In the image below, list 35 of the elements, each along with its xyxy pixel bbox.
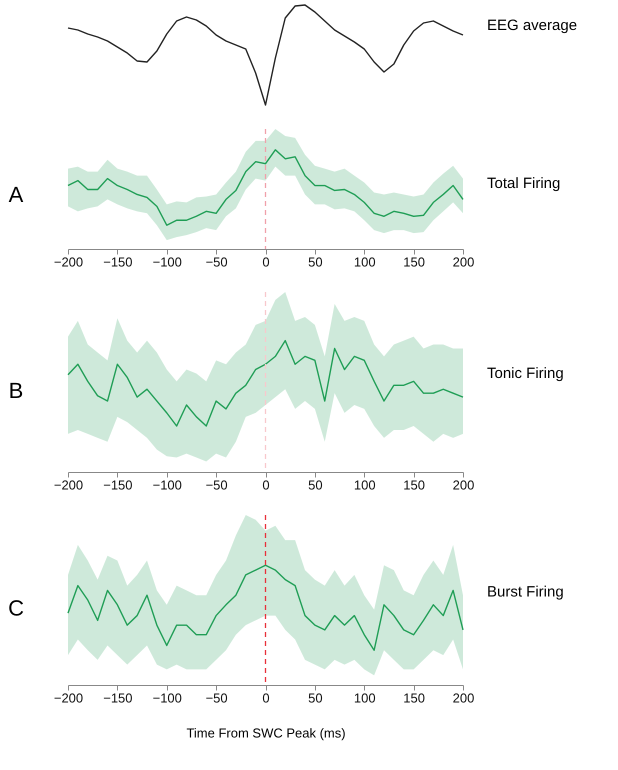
x-tick-label: 150 <box>403 690 425 706</box>
x-tick-label: −150 <box>103 690 133 706</box>
x-tick-label: 0 <box>262 478 270 492</box>
x-tick-label: 100 <box>354 690 376 706</box>
text: C <box>8 596 24 620</box>
text: B <box>8 378 24 403</box>
text: Total Firing <box>487 175 560 192</box>
text: EEG average <box>487 17 578 34</box>
x-tick-label: −150 <box>103 478 133 492</box>
x-tick-label: 150 <box>403 478 425 492</box>
x-tick-label: 200 <box>452 690 474 706</box>
text: A <box>8 182 24 207</box>
x-tick-label: −100 <box>152 478 182 492</box>
x-tick-label: −50 <box>206 254 228 270</box>
x-tick-label: −50 <box>206 478 228 492</box>
x-tick-label: 0 <box>262 690 270 706</box>
x-tick-label: 50 <box>308 254 323 270</box>
x-tick-label: 200 <box>452 254 474 270</box>
text: Burst Firing <box>487 584 564 600</box>
x-tick-label: 150 <box>403 254 425 270</box>
x-tick-label: 50 <box>308 690 323 706</box>
x-tick-label: 0 <box>262 254 270 270</box>
x-tick-label: 200 <box>452 478 474 492</box>
x-tick-label: 50 <box>308 478 323 492</box>
x-axis-title: Time From SWC Peak (ms) <box>186 726 346 740</box>
x-tick-label: −50 <box>206 690 228 706</box>
x-tick-label: 100 <box>354 254 376 270</box>
x-tick-label: −200 <box>54 690 84 706</box>
x-tick-label: −100 <box>152 690 182 706</box>
text: Tonic Firing <box>487 365 564 382</box>
x-tick-label: −100 <box>152 254 182 270</box>
x-tick-label: −200 <box>54 254 84 270</box>
x-tick-label: −200 <box>54 478 84 492</box>
x-tick-label: −150 <box>103 254 133 270</box>
x-tick-label: 100 <box>354 478 376 492</box>
